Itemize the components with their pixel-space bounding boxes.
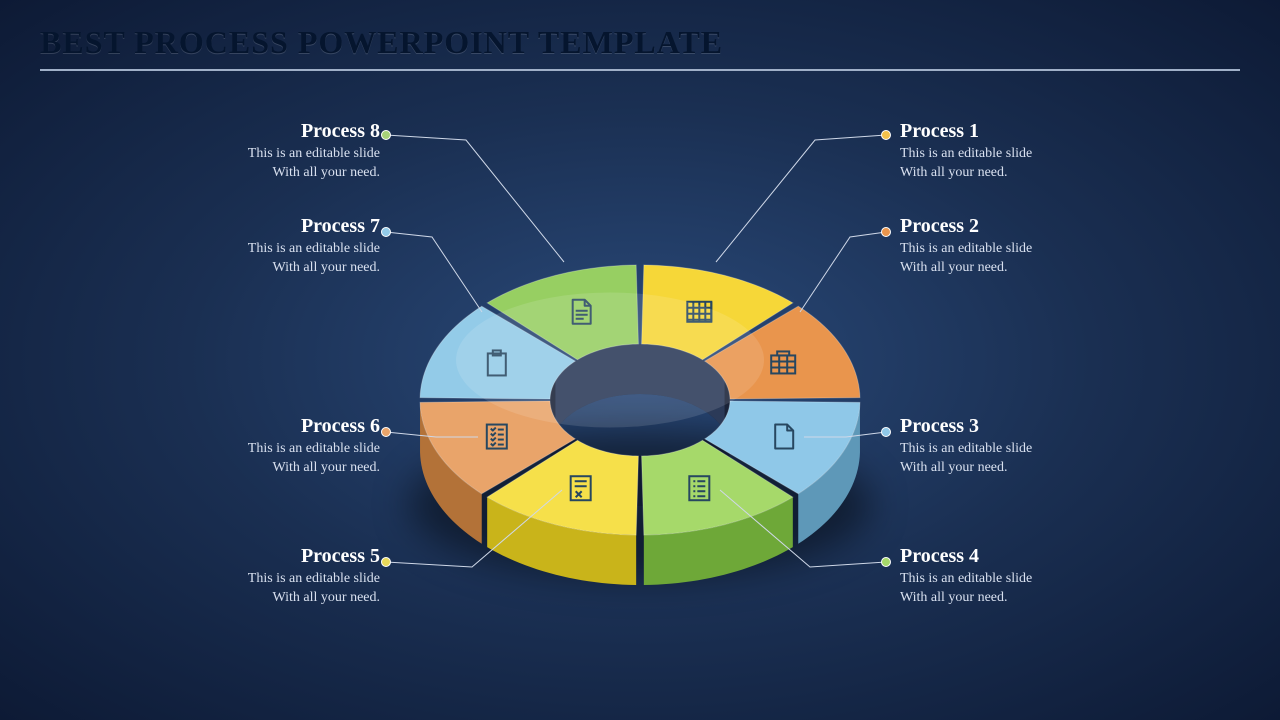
process-desc: This is an editable slide With all your … (140, 570, 380, 608)
callout-dot (881, 227, 891, 237)
donut-highlight (456, 293, 764, 428)
diagram-svg (0, 0, 1280, 720)
process-title: Process 2 (900, 215, 1140, 238)
process-desc: This is an editable slide With all your … (900, 440, 1140, 478)
process-desc: This is an editable slide With all your … (900, 145, 1140, 183)
callout-dot (381, 557, 391, 567)
process-desc: This is an editable slide With all your … (900, 570, 1140, 608)
process-title: Process 1 (900, 120, 1140, 143)
process-title: Process 8 (140, 120, 380, 143)
callout-dot (381, 427, 391, 437)
process-label: Process 3This is an editable slide With … (900, 415, 1140, 478)
leader-line (716, 135, 886, 262)
process-label: Process 6This is an editable slide With … (140, 415, 380, 478)
diagram-stage: Process 1This is an editable slide With … (0, 0, 1280, 720)
leader-line (386, 232, 482, 312)
process-title: Process 3 (900, 415, 1140, 438)
process-desc: This is an editable slide With all your … (900, 240, 1140, 278)
process-label: Process 1This is an editable slide With … (900, 120, 1140, 183)
process-title: Process 7 (140, 215, 380, 238)
leader-line (386, 135, 564, 262)
callout-dot (881, 130, 891, 140)
process-title: Process 6 (140, 415, 380, 438)
process-title: Process 5 (140, 545, 380, 568)
process-label: Process 2This is an editable slide With … (900, 215, 1140, 278)
process-desc: This is an editable slide With all your … (140, 145, 380, 183)
callout-dot (881, 427, 891, 437)
callout-dot (381, 227, 391, 237)
process-label: Process 4This is an editable slide With … (900, 545, 1140, 608)
process-label: Process 8This is an editable slide With … (140, 120, 380, 183)
process-label: Process 5This is an editable slide With … (140, 545, 380, 608)
leader-line (800, 232, 886, 312)
callout-dot (881, 557, 891, 567)
process-desc: This is an editable slide With all your … (140, 240, 380, 278)
process-title: Process 4 (900, 545, 1140, 568)
process-label: Process 7This is an editable slide With … (140, 215, 380, 278)
process-desc: This is an editable slide With all your … (140, 440, 380, 478)
callout-dot (381, 130, 391, 140)
